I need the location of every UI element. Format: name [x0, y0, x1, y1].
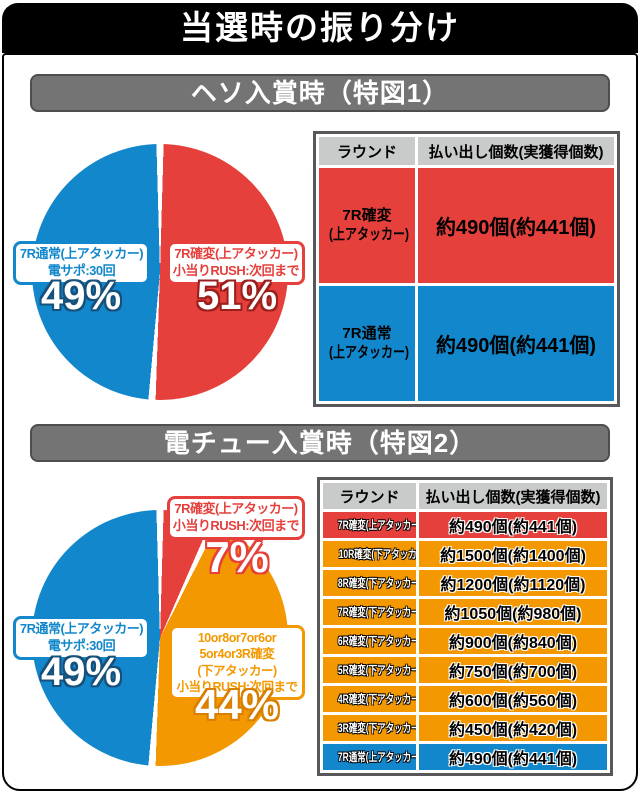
table1-row2-round-line2: (上アタッカー) [329, 343, 409, 361]
pie2-blue-percent: 49% [40, 650, 122, 694]
table2-row5-round-cell: 6R確変(下アタッカー) [323, 628, 416, 654]
table2-row3-round: 8R確変(下アタッカー) [337, 578, 416, 590]
section2-header: 電チュー入賞時（特図2） [30, 424, 610, 462]
pie1-red-label-line1: 7R確変(上アタッカー) [174, 246, 298, 261]
table2-row4-round-cell: 7R確変(下アタッカー) [323, 599, 416, 625]
table1-header-round: ラウンド [319, 137, 415, 165]
pie2-orange-label-line3: (下アタッカー) [197, 663, 277, 678]
table-row: 4R確変(下アタッカー) 約600個(約560個) [323, 686, 607, 712]
pie1-blue-slice-label: 7R通常(上アタッカー) 電サポ:30回 [13, 241, 150, 285]
table-row: 7R確変 (上アタッカー) 約490個(約441個) [319, 168, 614, 283]
pie2-blue-label-line2: 電サポ:30回 [47, 637, 116, 653]
table-row: 7R通常(上アタッカー) 約490個(約441個) [323, 744, 607, 770]
pie1-blue-label-line1: 7R通常(上アタッカー) [19, 246, 144, 261]
table2-row6-round: 5R確変(下アタッカー) [337, 665, 416, 677]
table2-row4-payout: 約1050個(約980個) [419, 599, 607, 625]
table-row: 6R確変(下アタッカー) 約900個(約840個) [323, 628, 607, 654]
table1-row2-payout: 約490個(約441個) [418, 286, 614, 401]
table-row: 10R確変(下アタッカー) 約1500個(約1400個) [323, 541, 607, 567]
table2-row6-payout: 約750個(約700個) [419, 657, 607, 683]
pie1-blue-label-line2: 電サポ:30回 [47, 262, 116, 278]
pie1-red-percent: 51% [196, 274, 278, 318]
pie2-red-label-line2: 小当りRUSH:次回まで [172, 517, 300, 533]
table-row: 3R確変(下アタッカー) 約450個(約420個) [323, 715, 607, 741]
table1-row1-round: 7R確変 (上アタッカー) [319, 168, 415, 283]
pie2-blue-slice-label: 7R通常(上アタッカー) 電サポ:30回 [13, 616, 150, 660]
table1-header-payout: 払い出し個数(実獲得個数) [418, 137, 614, 165]
table1-row2-round-line1: 7R通常 [342, 324, 392, 342]
pie2-blue-label-line1: 7R通常(上アタッカー) [19, 621, 144, 636]
table2-header-payout: 払い出し個数(実獲得個数) [419, 483, 607, 509]
table2-row9-payout: 約490個(約441個) [419, 744, 607, 770]
pie2-orange-percent: 44% [194, 681, 280, 728]
table1-row1-payout: 約490個(約441個) [418, 168, 614, 283]
table2-row7-payout: 約600個(約560個) [419, 686, 607, 712]
table2-row1-payout: 約490個(約441個) [419, 512, 607, 538]
table2-row5-payout: 約900個(約840個) [419, 628, 607, 654]
table-row: 5R確変(下アタッカー) 約750個(約700個) [323, 657, 607, 683]
table2-header-round: ラウンド [323, 483, 416, 509]
table2-row1-round: 7R確変(上アタッカー) [337, 520, 416, 532]
table2-row4-round: 7R確変(下アタッカー) [337, 607, 416, 619]
table2-row9-round: 7R通常(上アタッカー) [337, 752, 416, 764]
table2-row2-round-cell: 10R確変(下アタッカー) [323, 541, 416, 567]
table2-row2-round: 10R確変(下アタッカー) [338, 549, 416, 561]
page-title: 当選時の振り分け [2, 3, 638, 53]
table2-row7-round: 4R確変(下アタッカー) [337, 694, 416, 706]
table2-row8-round-cell: 3R確変(下アタッカー) [323, 715, 416, 741]
table2-row3-payout: 約1200個(約1120個) [419, 570, 607, 596]
pie2-orange-label-line4: 小当りRUSH:次回まで [176, 679, 298, 694]
table-row: 7R通常 (上アタッカー) 約490個(約441個) [319, 286, 614, 401]
table-row: 7R確変(上アタッカー) 約490個(約441個) [323, 512, 607, 538]
pie1-blue-percent: 49% [40, 274, 122, 318]
table1-row2-round: 7R通常 (上アタッカー) [319, 286, 415, 401]
table2-row5-round: 6R確変(下アタッカー) [337, 636, 416, 648]
table2-row8-payout: 約450個(約420個) [419, 715, 607, 741]
pie2-orange-label-line2: 5or4or3R確変 [199, 647, 275, 662]
table-row: 8R確変(下アタッカー) 約1200個(約1120個) [323, 570, 607, 596]
table2-row1-round-cell: 7R確変(上アタッカー) [323, 512, 416, 538]
pie2-red-percent: 7% [205, 533, 269, 582]
table2-row6-round-cell: 5R確変(下アタッカー) [323, 657, 416, 683]
table2-row9-round-cell: 7R通常(上アタッカー) [323, 744, 416, 770]
section2-payout-table: ラウンド 払い出し個数(実獲得個数) 7R確変(上アタッカー) 約490個(約4… [317, 477, 613, 776]
table2-row8-round: 3R確変(下アタッカー) [337, 723, 416, 735]
pie2-red-label-line1: 7R確変(上アタッカー) [174, 501, 298, 516]
section1-payout-table: ラウンド 払い出し個数(実獲得個数) 7R確変 (上アタッカー) 約490個(約… [313, 131, 620, 407]
pie2-red-slice-label: 7R確変(上アタッカー) 小当りRUSH:次回まで [167, 496, 305, 540]
table2-row7-round-cell: 4R確変(下アタッカー) [323, 686, 416, 712]
pie1-red-slice-label: 7R確変(上アタッカー) 小当りRUSH:次回まで [167, 241, 305, 285]
table2-row2-payout: 約1500個(約1400個) [419, 541, 607, 567]
pie1-red-label-line2: 小当りRUSH:次回まで [172, 262, 300, 278]
table1-row1-round-line1: 7R確変 [342, 206, 392, 224]
pie2-orange-label-line1: 10or8or7or6or [197, 631, 277, 645]
table1-row1-round-line2: (上アタッカー) [329, 225, 409, 243]
pie2-orange-slice-label: 10or8or7or6or 5or4or3R確変 (下アタッカー) 小当りRUS… [169, 625, 305, 700]
section1-header: ヘソ入賞時（特図1） [30, 74, 610, 112]
table-row: 7R確変(下アタッカー) 約1050個(約980個) [323, 599, 607, 625]
table2-row3-round-cell: 8R確変(下アタッカー) [323, 570, 416, 596]
